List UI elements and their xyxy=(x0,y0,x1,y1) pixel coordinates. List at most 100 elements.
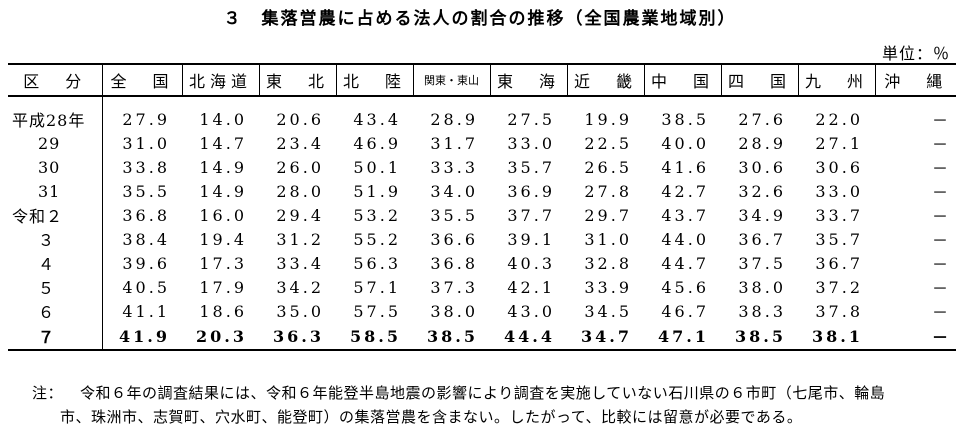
table-cell: 33.7 xyxy=(815,205,863,225)
table-cell: 34.0 xyxy=(430,181,478,201)
table-cell: 27.1 xyxy=(815,133,863,153)
table-cell: 57.5 xyxy=(353,301,401,321)
table-cell: 35.5 xyxy=(122,181,170,201)
table-cell: 16.0 xyxy=(199,205,247,225)
table-cell: 33.4 xyxy=(276,253,324,273)
table-cell: 37.3 xyxy=(430,277,478,297)
column-header-category: 区 分 xyxy=(8,63,102,97)
table-cell: 36.9 xyxy=(507,181,555,201)
table-cell: 18.6 xyxy=(199,301,247,321)
table-cell: 30.6 xyxy=(738,157,786,177)
table-cell: 41.6 xyxy=(661,157,709,177)
row-label: 31 xyxy=(8,179,103,203)
table-cell: 50.1 xyxy=(353,157,401,177)
table-cell: － xyxy=(931,183,948,202)
table-cell: 41.9 xyxy=(102,323,182,351)
table-cell: 17.9 xyxy=(199,277,247,297)
table-cell: 33.8 xyxy=(122,157,170,177)
row-label: ５ xyxy=(8,275,103,299)
column-header-tokai: 東 海 xyxy=(489,63,567,97)
table-cell: 14.9 xyxy=(199,157,247,177)
table-cell: 38.3 xyxy=(738,301,786,321)
row-label: 令和２ xyxy=(8,203,103,227)
table-cell: 57.1 xyxy=(353,277,401,297)
table-cell: 37.8 xyxy=(815,301,863,321)
data-table: 区 分 全 国 北海道 東 北 北 陸 関東・東山 東 海 近 畿 中 国 四 … xyxy=(8,63,956,351)
table-cell: － xyxy=(931,207,948,226)
table-cell: 38.5 xyxy=(661,109,709,129)
table-cell: 33.3 xyxy=(430,157,478,177)
table-cell: 34.5 xyxy=(584,301,632,321)
table-cell: 31.0 xyxy=(122,133,170,153)
table-row: ３ 38.4 19.4 31.2 55.2 36.6 39.1 31.0 44.0 36.7 35.… xyxy=(8,227,956,251)
table-cell: － xyxy=(875,323,956,351)
table-cell: 34.9 xyxy=(738,205,786,225)
footnote-line-1: 注： 令和６年の調査結果には、令和６年能登半島地震の影響により調査を実施していない… xyxy=(32,381,912,405)
table-cell: 44.0 xyxy=(661,229,709,249)
table-cell: 29.7 xyxy=(584,205,632,225)
table-cell: 38.1 xyxy=(798,323,875,351)
footnote-prefix: 注： xyxy=(32,384,64,402)
column-header-kyushu: 九 州 xyxy=(797,63,875,97)
table-cell: 31.0 xyxy=(584,229,632,249)
table-cell: 53.2 xyxy=(353,205,401,225)
table-cell: 46.9 xyxy=(353,133,401,153)
table-cell: 39.1 xyxy=(507,229,555,249)
table-cell: 22.0 xyxy=(815,109,863,129)
table-cell: 45.6 xyxy=(661,277,709,297)
table-cell: 14.7 xyxy=(199,133,247,153)
column-header-kinki: 近 畿 xyxy=(566,63,644,97)
column-header-okinawa: 沖 縄 xyxy=(874,63,956,97)
row-label: ３ xyxy=(8,227,103,251)
table-cell: 26.5 xyxy=(584,157,632,177)
table-cell: 47.1 xyxy=(644,323,721,351)
page-title: ３ 集落営農に占める法人の割合の推移（全国農業地域別） xyxy=(223,9,737,29)
table-row: 29 31.0 14.7 23.4 46.9 31.7 33.0 22.5 40.0 28.9 27… xyxy=(8,131,956,155)
table-cell: 46.7 xyxy=(661,301,709,321)
table-cell: 42.7 xyxy=(661,181,709,201)
table-cell: 29.4 xyxy=(276,205,324,225)
table-cell: － xyxy=(931,111,948,130)
table-cell: 35.7 xyxy=(815,229,863,249)
table-cell: 38.4 xyxy=(122,229,170,249)
table-cell: 30.6 xyxy=(815,157,863,177)
table-cell: 28.0 xyxy=(276,181,324,201)
unit-label: 単位：％ xyxy=(881,44,950,63)
table-cell: － xyxy=(931,231,948,250)
table-cell: 28.9 xyxy=(430,109,478,129)
row-label: ７ xyxy=(8,323,103,351)
table-cell: 35.5 xyxy=(430,205,478,225)
row-label: 29 xyxy=(8,131,103,155)
footnote-line-2: 市、珠洲市、志賀町、穴水町、能登町）の集落営農を含まない。したがって、比較には留… xyxy=(32,405,912,429)
table-cell: 36.8 xyxy=(122,205,170,225)
table-cell: 32.6 xyxy=(738,181,786,201)
table-cell: － xyxy=(931,135,948,154)
column-header-shikoku: 四 国 xyxy=(720,63,798,97)
table-cell: 34.2 xyxy=(276,277,324,297)
table-cell: 58.5 xyxy=(336,323,413,351)
table-cell: 38.0 xyxy=(430,301,478,321)
table-cell: 40.5 xyxy=(122,277,170,297)
table-cell: 32.8 xyxy=(584,253,632,273)
column-header-chugoku: 中 国 xyxy=(643,63,721,97)
table-cell: 19.9 xyxy=(584,109,632,129)
table-cell: 19.4 xyxy=(199,229,247,249)
table-cell: 33.0 xyxy=(815,181,863,201)
table-cell: 40.3 xyxy=(507,253,555,273)
table-cell: 27.6 xyxy=(738,109,786,129)
table-row: 31 35.5 14.9 28.0 51.9 34.0 36.9 27.8 42.7 32.6 33… xyxy=(8,179,956,203)
table-cell: 27.9 xyxy=(122,109,170,129)
table-cell: 33.9 xyxy=(584,277,632,297)
table-cell: 43.0 xyxy=(507,301,555,321)
table-cell: 20.3 xyxy=(182,323,259,351)
table-cell: 17.3 xyxy=(199,253,247,273)
row-label: 30 xyxy=(8,155,103,179)
row-label: ４ xyxy=(8,251,103,275)
table-cell: 31.2 xyxy=(276,229,324,249)
table-cell: 55.2 xyxy=(353,229,401,249)
table-cell: 41.1 xyxy=(122,301,170,321)
footnote: 注： 令和６年の調査結果には、令和６年能登半島地震の影響により調査を実施していない… xyxy=(32,381,912,429)
table-cell: 37.7 xyxy=(507,205,555,225)
table-header-row: 区 分 全 国 北海道 東 北 北 陸 関東・東山 東 海 近 畿 中 国 四 … xyxy=(8,63,956,97)
table-cell: 38.5 xyxy=(413,323,490,351)
